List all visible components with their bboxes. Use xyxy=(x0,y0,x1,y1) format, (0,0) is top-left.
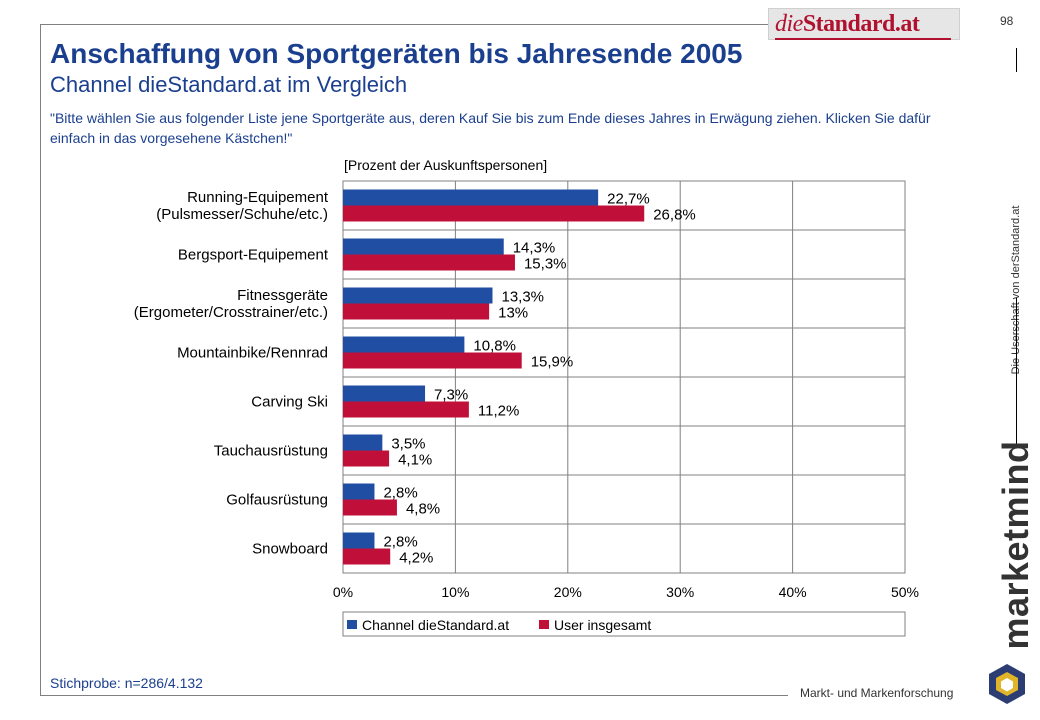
bar-user xyxy=(343,450,390,467)
category-label: Golfausrüstung xyxy=(226,492,328,509)
data-label: 3,5% xyxy=(391,436,425,453)
bar-channel xyxy=(343,434,383,451)
data-label: 4,8% xyxy=(406,501,440,518)
x-tick-label: 50% xyxy=(891,584,919,600)
category-label: (Ergometer/Crosstrainer/etc.) xyxy=(134,304,328,321)
x-tick-label: 20% xyxy=(554,584,582,600)
bar-channel xyxy=(343,385,426,402)
data-label: 15,9% xyxy=(531,354,574,371)
bar-user xyxy=(343,548,391,565)
category-label: Tauchausrüstung xyxy=(214,443,328,460)
frame-top-line xyxy=(40,24,960,25)
legend-swatch-user xyxy=(539,620,549,629)
bar-user xyxy=(343,401,469,418)
page-subtitle: Channel dieStandard.at im Vergleich xyxy=(50,72,408,97)
legend xyxy=(342,611,906,637)
logo-text-italic: die xyxy=(775,11,803,37)
survey-question: "Bitte wählen Sie aus folgender Liste je… xyxy=(50,110,931,146)
data-label: 2,8% xyxy=(383,485,417,502)
frame-bottom-line xyxy=(40,695,788,696)
bar-channel xyxy=(343,287,493,304)
chart-unit-label: [Prozent der Auskunftspersonen] xyxy=(344,157,548,173)
bar-channel xyxy=(343,532,375,549)
category-label: Snowboard xyxy=(252,541,328,558)
data-label: 2,8% xyxy=(383,534,417,551)
logo-text-bold: Standard.at xyxy=(802,11,920,37)
bar-channel xyxy=(343,483,375,500)
diestandard-logo: dieStandard.at xyxy=(768,8,960,40)
data-label: 4,2% xyxy=(399,550,433,567)
category-label: Bergsport-Equipement xyxy=(178,247,329,264)
bar-user xyxy=(343,303,490,320)
sample-size: Stichprobe: n=286/4.132 xyxy=(50,675,203,691)
legend-swatch-channel xyxy=(347,620,357,629)
category-label: Mountainbike/Rennrad xyxy=(177,345,328,362)
category-label: Running-Equipement xyxy=(187,189,329,206)
data-label: 11,2% xyxy=(478,403,519,420)
marketmind-cube-icon xyxy=(989,664,1025,704)
frame-left-line xyxy=(40,24,41,696)
bar-channel xyxy=(343,189,599,206)
x-tick-label: 40% xyxy=(779,584,807,600)
bar-user xyxy=(343,499,397,516)
bar-user xyxy=(343,205,645,222)
side-rule-top xyxy=(1016,48,1017,72)
side-rule-middle xyxy=(1016,298,1017,448)
bar-channel xyxy=(343,238,504,255)
category-label: (Pulsmesser/Schuhe/etc.) xyxy=(156,206,328,223)
data-label: 13% xyxy=(498,305,528,322)
x-tick-label: 10% xyxy=(441,584,469,600)
page-title: Anschaffung von Sportgeräten bis Jahrese… xyxy=(50,38,743,69)
x-tick-label: 30% xyxy=(666,584,694,600)
category-label: Fitnessgeräte xyxy=(237,287,328,304)
data-label: 10,8% xyxy=(473,338,516,355)
data-label: 4,1% xyxy=(398,452,432,469)
category-label: Carving Ski xyxy=(251,394,328,411)
side-caption: Die Userschaft von derStandard.at xyxy=(1010,206,1022,375)
data-label: 15,3% xyxy=(524,256,567,273)
logo-underline xyxy=(775,38,951,40)
data-label: 14,3% xyxy=(513,240,556,257)
marketmind-brand: marketmind xyxy=(995,440,1036,649)
bar-channel xyxy=(343,336,465,353)
data-label: 7,3% xyxy=(434,387,468,404)
brand-subtitle: Markt- und Markenforschung xyxy=(800,686,954,700)
data-label: 26,8% xyxy=(653,207,696,224)
bar-user xyxy=(343,352,522,369)
x-tick-label: 0% xyxy=(333,584,353,600)
legend-label-user: User insgesamt xyxy=(554,617,651,633)
legend-label-channel: Channel dieStandard.at xyxy=(362,617,509,633)
brand-text: marketmind xyxy=(995,440,1036,650)
data-label: 13,3% xyxy=(501,289,544,306)
data-label: 22,7% xyxy=(607,191,650,208)
page-number: 98 xyxy=(1000,14,1014,28)
bar-user xyxy=(343,254,515,271)
